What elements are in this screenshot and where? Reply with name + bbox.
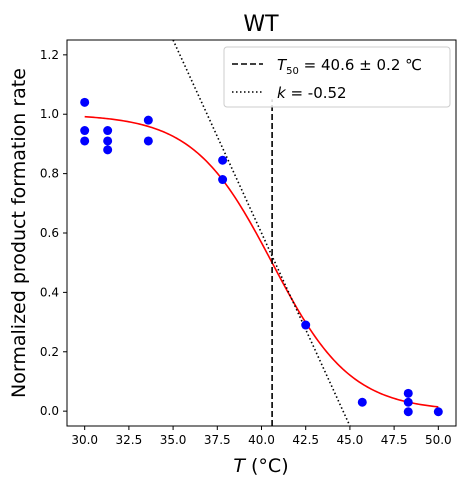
x-axis-ticks: 30.0 32.5 35.0 37.5 40.0 42.5 45.0 47.5 50.0	[71, 426, 452, 447]
chart-title: WT	[243, 12, 279, 37]
data-point	[143, 136, 153, 146]
x-axis-label: T (°C)	[233, 455, 288, 477]
x-tick-label: 35.0	[160, 433, 187, 447]
data-point	[403, 397, 413, 407]
y-axis-ticks: 0.0 0.2 0.4 0.6 0.8 1.0 1.2	[40, 48, 67, 418]
legend-slope-label: k = -0.52	[277, 84, 347, 102]
data-point	[80, 136, 90, 146]
data-point	[403, 388, 413, 398]
data-point	[103, 145, 113, 155]
data-point	[433, 407, 443, 417]
data-point	[80, 97, 90, 107]
y-tick-label: 0.2	[40, 345, 59, 359]
x-tick-label: 47.5	[381, 433, 408, 447]
y-tick-label: 0.6	[40, 226, 59, 240]
data-point	[143, 115, 153, 125]
data-point	[103, 136, 113, 146]
x-tick-label: 30.0	[71, 433, 98, 447]
y-tick-label: 1.0	[40, 107, 59, 121]
y-tick-label: 1.2	[40, 48, 59, 62]
y-tick-label: 0.0	[40, 404, 59, 418]
x-tick-label: 45.0	[337, 433, 364, 447]
x-tick-label: 40.0	[248, 433, 275, 447]
legend-box	[223, 46, 451, 108]
plot-area	[80, 40, 443, 426]
fit-curve	[84, 115, 439, 408]
data-point	[218, 155, 228, 165]
y-axis-label: Normalized product formation rate	[8, 68, 30, 398]
x-tick-label: 37.5	[204, 433, 231, 447]
legend-t50-label: T50 = 40.6 ± 0.2 ℃	[277, 56, 422, 77]
data-point	[103, 126, 113, 136]
data-point	[301, 320, 311, 330]
data-point	[357, 397, 367, 407]
x-tick-label: 32.5	[116, 433, 143, 447]
data-point	[218, 175, 228, 185]
y-tick-label: 0.8	[40, 167, 59, 181]
data-point	[80, 126, 90, 136]
x-tick-label: 42.5	[292, 433, 319, 447]
x-tick-label: 50.0	[425, 433, 452, 447]
plot-clipped-group	[84, 40, 439, 426]
y-tick-label: 0.4	[40, 285, 59, 299]
data-point	[403, 407, 413, 417]
slope-line	[172, 40, 351, 426]
legend: T50 = 40.6 ± 0.2 ℃ k = -0.52	[223, 46, 451, 108]
